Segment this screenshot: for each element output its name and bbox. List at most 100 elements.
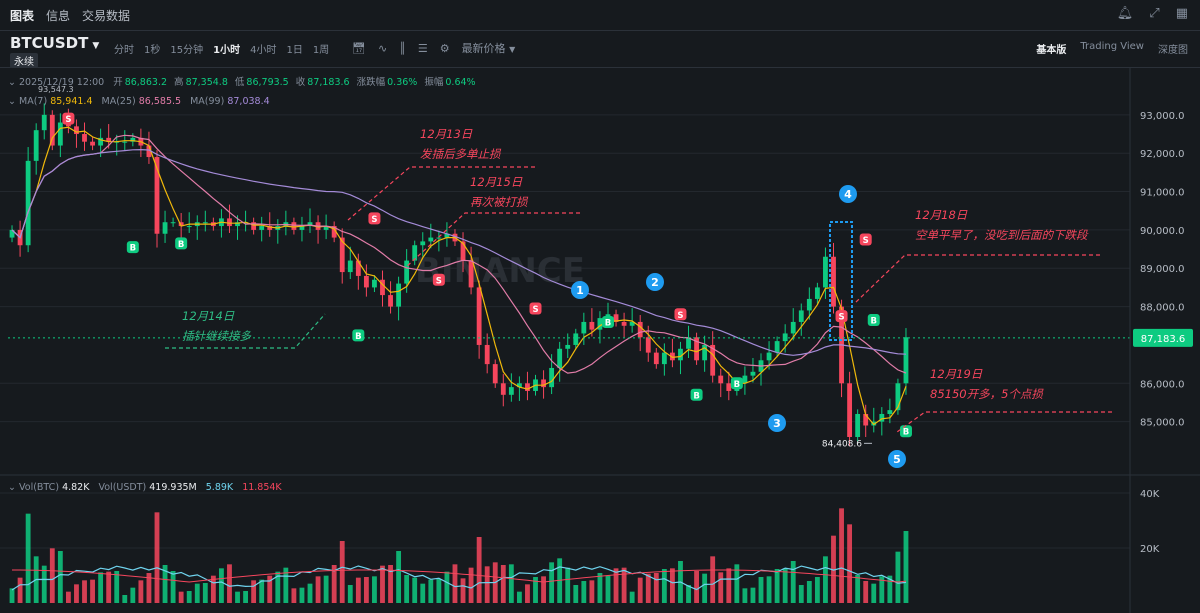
- volume-bar: [9, 588, 15, 603]
- sell-signal-badge: [432, 273, 445, 286]
- step-badge: [646, 273, 664, 291]
- calendar-icon[interactable]: 📅︎: [352, 41, 366, 55]
- volume-bar: [114, 571, 120, 603]
- volume-ma-line-1: [11, 565, 907, 591]
- collapse-icon[interactable]: ⌄: [8, 96, 16, 107]
- candle-body: [492, 364, 498, 384]
- volume-bar: [782, 568, 788, 603]
- volume-bar: [508, 564, 514, 603]
- vol-btc-label: Vol(BTC): [19, 482, 60, 493]
- candle-body: [380, 279, 385, 296]
- ma7-value: 85,941.4: [50, 96, 93, 107]
- candle-body: [814, 287, 820, 299]
- signal-letter: S: [838, 313, 844, 323]
- annotation-date: 12月15日: [470, 175, 523, 189]
- sell-signal-badge: [674, 308, 687, 321]
- volume-bar: [774, 569, 780, 603]
- view-basic[interactable]: 基本版: [1036, 45, 1067, 56]
- amplitude-value: 0.64%: [445, 77, 476, 88]
- volume-bar: [460, 578, 466, 603]
- candle-body: [291, 222, 297, 230]
- volume-bar: [396, 551, 402, 603]
- price-axis-label: 91,000.0: [1140, 188, 1185, 199]
- high-value: 87,354.8: [185, 77, 228, 88]
- top-tab-bar: 图表 信息 交易数据 🔔︎ ⤢ ▦: [0, 0, 1200, 31]
- candle-body: [388, 295, 393, 307]
- grid-icon[interactable]: ▦: [1175, 6, 1188, 21]
- candle-body: [702, 344, 708, 361]
- interval-tick[interactable]: 分时: [114, 45, 134, 56]
- candle-body: [549, 367, 555, 388]
- annotation-text: 插针继续接多: [182, 329, 251, 343]
- volume-bar: [823, 556, 828, 603]
- interval-1w[interactable]: 1周: [312, 45, 330, 56]
- candle-body: [798, 310, 804, 322]
- signal-letter: B: [130, 244, 136, 254]
- volume-bar: [525, 584, 530, 603]
- price-axis-label: 85,000.0: [1140, 418, 1185, 429]
- volume-bar: [750, 587, 756, 603]
- candle-body: [670, 352, 675, 361]
- change-label: 涨跌幅: [356, 77, 386, 88]
- volume-bar: [146, 573, 152, 603]
- volume-bar: [573, 585, 579, 603]
- candle-body: [855, 413, 861, 437]
- collapse-icon[interactable]: ⌄: [8, 482, 16, 493]
- interval-1s[interactable]: 1秒: [144, 45, 161, 56]
- volume-bar: [380, 565, 385, 603]
- view-depth[interactable]: 深度图: [1158, 45, 1188, 56]
- price-type-dropdown[interactable]: 最新价格 ▼: [462, 40, 516, 56]
- interval-1d[interactable]: 1日: [286, 45, 303, 56]
- candle-body: [90, 141, 95, 146]
- volume-bar: [879, 576, 885, 603]
- tab-trading-data[interactable]: 交易数据: [82, 8, 131, 23]
- candle-body: [98, 137, 104, 146]
- volume-bar: [17, 577, 23, 603]
- volume-bar: [243, 591, 248, 603]
- tab-chart[interactable]: 图表: [10, 8, 35, 23]
- view-tradingview[interactable]: Trading View: [1080, 41, 1144, 52]
- close-label: 收: [295, 77, 306, 88]
- volume-bar: [541, 576, 546, 603]
- volume-bar: [831, 535, 836, 603]
- collapse-icon[interactable]: ⌄: [8, 77, 16, 88]
- annotation-text: 再次被打损: [470, 195, 529, 209]
- candle-body: [879, 413, 885, 422]
- volume-bar: [331, 565, 337, 603]
- candle-body: [726, 383, 732, 391]
- volume-bar: [65, 591, 71, 603]
- interval-15m[interactable]: 15分钟: [170, 45, 204, 56]
- step-badge-number: 2: [651, 276, 659, 289]
- gear-icon[interactable]: ⚙︎: [439, 41, 450, 55]
- open-label: 开: [113, 77, 123, 88]
- volume-bar: [404, 575, 410, 603]
- signal-letter: B: [903, 428, 909, 438]
- volume-bar: [484, 566, 490, 603]
- volume-bar: [814, 577, 820, 603]
- indicator-icon[interactable]: ∿: [377, 41, 388, 55]
- symbol-selector[interactable]: BTCUSDT ▼: [10, 34, 99, 52]
- candle-type-icon[interactable]: ║: [399, 41, 406, 55]
- candle-body: [178, 222, 184, 227]
- tab-info[interactable]: 信息: [46, 8, 71, 23]
- volume-bar: [702, 573, 708, 603]
- interval-1h[interactable]: 1小时: [213, 45, 241, 56]
- expand-icon[interactable]: ⤢: [1149, 6, 1160, 21]
- candle-body: [774, 341, 780, 353]
- volume-bar: [186, 591, 192, 603]
- interval-4h[interactable]: 4小时: [250, 45, 277, 56]
- bell-icon[interactable]: 🔔︎: [1116, 6, 1134, 21]
- candle-body: [903, 337, 909, 384]
- settings-sliders-icon[interactable]: ☰: [417, 41, 428, 55]
- vol-ma2-value: 11.854K: [242, 482, 282, 493]
- volume-bar: [412, 577, 418, 603]
- volume-bar: [549, 562, 555, 603]
- candle-body: [637, 321, 643, 338]
- annotation-leader: [404, 212, 580, 269]
- signal-letter: S: [436, 276, 442, 286]
- candle-body: [823, 256, 828, 288]
- ma25-value: 86,585.5: [138, 96, 182, 107]
- volume-bar: [766, 576, 772, 603]
- volume-bar: [363, 577, 369, 603]
